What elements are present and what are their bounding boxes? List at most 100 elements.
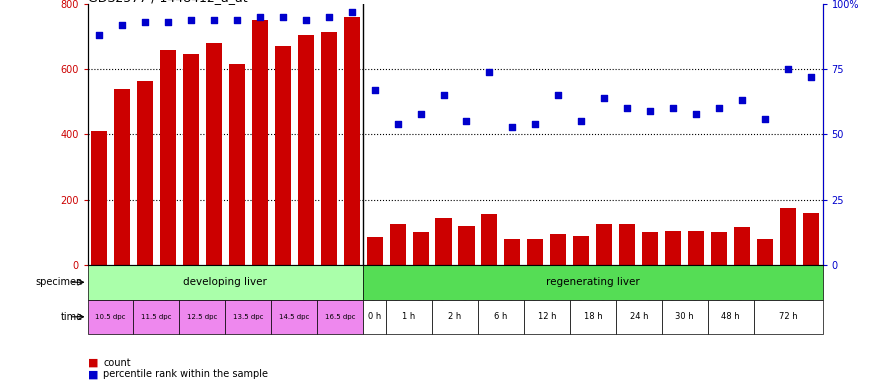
Point bbox=[253, 14, 267, 20]
Point bbox=[138, 19, 152, 25]
Bar bbox=[780, 208, 796, 265]
Bar bbox=[573, 236, 590, 265]
Text: time: time bbox=[61, 312, 83, 322]
Text: 12 h: 12 h bbox=[537, 312, 556, 321]
Bar bbox=[711, 232, 727, 265]
Text: specimen: specimen bbox=[36, 277, 83, 287]
Bar bbox=[432, 300, 478, 334]
Bar bbox=[363, 300, 386, 334]
Bar bbox=[88, 265, 363, 300]
Point bbox=[206, 17, 220, 23]
Bar bbox=[226, 300, 271, 334]
Text: 30 h: 30 h bbox=[676, 312, 694, 321]
Point bbox=[528, 121, 542, 127]
Bar bbox=[363, 265, 822, 300]
Bar bbox=[275, 46, 290, 265]
Point bbox=[758, 116, 772, 122]
Bar bbox=[665, 231, 682, 265]
Text: GDS2577 / 1448412_a_at: GDS2577 / 1448412_a_at bbox=[88, 0, 247, 4]
Point bbox=[92, 32, 106, 38]
Bar bbox=[136, 81, 153, 265]
Bar bbox=[642, 232, 658, 265]
Point bbox=[161, 19, 175, 25]
Bar bbox=[662, 300, 708, 334]
Bar bbox=[183, 55, 199, 265]
Text: 16.5 dpc: 16.5 dpc bbox=[325, 314, 355, 320]
Bar bbox=[134, 300, 179, 334]
Bar bbox=[708, 300, 753, 334]
Text: percentile rank within the sample: percentile rank within the sample bbox=[103, 369, 269, 379]
Bar bbox=[524, 300, 570, 334]
Text: count: count bbox=[103, 358, 131, 368]
Bar bbox=[620, 224, 635, 265]
Bar bbox=[803, 213, 819, 265]
Point bbox=[298, 17, 312, 23]
Bar bbox=[271, 300, 318, 334]
Text: 2 h: 2 h bbox=[448, 312, 462, 321]
Text: regenerating liver: regenerating liver bbox=[546, 277, 640, 287]
Text: 1 h: 1 h bbox=[402, 312, 416, 321]
Bar bbox=[228, 64, 245, 265]
Point bbox=[115, 22, 129, 28]
Bar bbox=[386, 300, 432, 334]
Text: 13.5 dpc: 13.5 dpc bbox=[233, 314, 263, 320]
Text: 12.5 dpc: 12.5 dpc bbox=[187, 314, 218, 320]
Point bbox=[345, 8, 359, 15]
Bar bbox=[478, 300, 524, 334]
Bar bbox=[753, 300, 822, 334]
Text: 48 h: 48 h bbox=[721, 312, 740, 321]
Point bbox=[574, 118, 588, 124]
Point bbox=[459, 118, 473, 124]
Point bbox=[390, 121, 404, 127]
Text: 11.5 dpc: 11.5 dpc bbox=[141, 314, 172, 320]
Bar bbox=[757, 239, 774, 265]
Text: 0 h: 0 h bbox=[368, 312, 382, 321]
Bar bbox=[114, 89, 130, 265]
Bar bbox=[481, 214, 498, 265]
Bar bbox=[616, 300, 662, 334]
Text: 10.5 dpc: 10.5 dpc bbox=[95, 314, 126, 320]
Text: 72 h: 72 h bbox=[779, 312, 797, 321]
Bar bbox=[298, 35, 314, 265]
Bar bbox=[528, 239, 543, 265]
Point bbox=[414, 111, 428, 117]
Bar bbox=[344, 17, 360, 265]
Point bbox=[643, 108, 657, 114]
Bar bbox=[458, 226, 474, 265]
Bar bbox=[318, 300, 363, 334]
Point bbox=[322, 14, 336, 20]
Bar bbox=[389, 224, 406, 265]
Bar bbox=[412, 232, 429, 265]
Point bbox=[230, 17, 244, 23]
Bar bbox=[436, 218, 452, 265]
Bar bbox=[504, 239, 521, 265]
Bar bbox=[688, 231, 704, 265]
Bar bbox=[252, 20, 268, 265]
Text: 6 h: 6 h bbox=[494, 312, 507, 321]
Point bbox=[482, 69, 496, 75]
Point bbox=[598, 95, 612, 101]
Point bbox=[184, 17, 198, 23]
Point bbox=[437, 92, 451, 98]
Point bbox=[804, 74, 818, 80]
Text: developing liver: developing liver bbox=[184, 277, 267, 287]
Bar bbox=[88, 300, 134, 334]
Point bbox=[690, 111, 704, 117]
Point bbox=[666, 105, 680, 111]
Text: 18 h: 18 h bbox=[584, 312, 602, 321]
Point bbox=[712, 105, 726, 111]
Bar bbox=[179, 300, 226, 334]
Bar bbox=[320, 31, 337, 265]
Text: ■: ■ bbox=[88, 369, 98, 379]
Bar bbox=[91, 131, 107, 265]
Point bbox=[620, 105, 634, 111]
Bar bbox=[206, 43, 222, 265]
Text: ■: ■ bbox=[88, 358, 98, 368]
Point bbox=[368, 87, 382, 93]
Text: 24 h: 24 h bbox=[629, 312, 648, 321]
Point bbox=[276, 14, 290, 20]
Point bbox=[781, 66, 795, 72]
Text: 14.5 dpc: 14.5 dpc bbox=[279, 314, 310, 320]
Bar bbox=[570, 300, 616, 334]
Bar bbox=[160, 50, 176, 265]
